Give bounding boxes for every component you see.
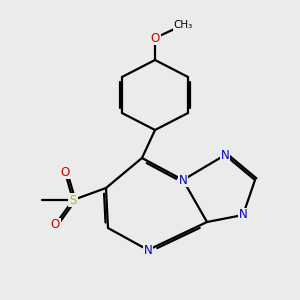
Text: O: O bbox=[50, 218, 60, 232]
Text: S: S bbox=[69, 194, 77, 206]
Text: O: O bbox=[150, 32, 160, 44]
Text: CH₃: CH₃ bbox=[173, 20, 193, 30]
Text: N: N bbox=[178, 173, 188, 187]
Text: O: O bbox=[60, 166, 70, 178]
Text: N: N bbox=[238, 208, 247, 221]
Text: N: N bbox=[220, 148, 230, 161]
Text: N: N bbox=[144, 244, 152, 256]
